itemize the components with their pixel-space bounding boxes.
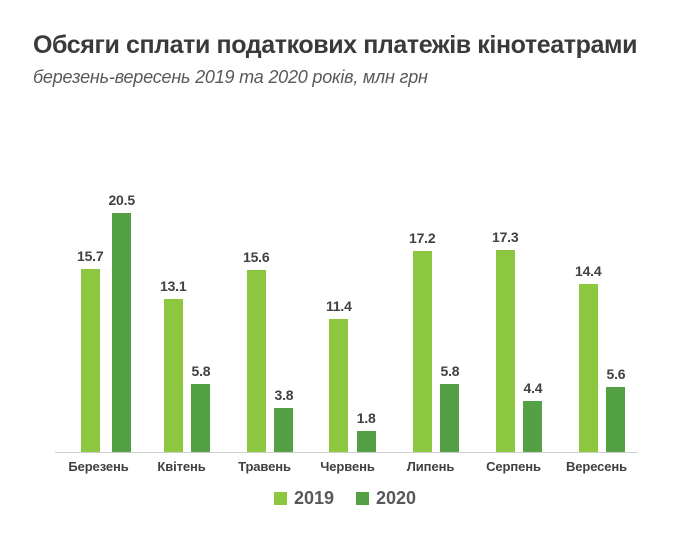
bar-column-s0-c2: 15.6 [243, 249, 270, 452]
bar-group-7: 14.4 5.6 [575, 263, 626, 452]
category-label-1: Березень [68, 459, 129, 474]
bar-s1-c1 [191, 384, 211, 452]
bar-column-s0-c5: 17.3 [492, 229, 519, 452]
bar-s1-c0 [112, 213, 132, 452]
bar-column-s1-c1: 5.8 [191, 363, 211, 452]
bar-s0-c3 [329, 319, 349, 452]
legend-swatch-2019 [273, 491, 287, 505]
category-label-5: Липень [406, 459, 455, 474]
value-label-s1-c3: 1.8 [356, 410, 376, 426]
bar-s0-c0 [80, 269, 100, 452]
value-label-s0-c4: 17.2 [409, 230, 436, 246]
value-label-s1-c5: 4.4 [523, 380, 543, 396]
value-label-s0-c1: 13.1 [160, 278, 187, 294]
bar-s0-c2 [246, 270, 266, 452]
bar-column-s1-c5: 4.4 [523, 380, 543, 452]
bar-s1-c4 [440, 384, 460, 452]
chart-subtitle: березень-вересень 2019 та 2020 років, мл… [33, 66, 428, 87]
value-label-s0-c0: 15.7 [77, 248, 104, 264]
bar-group-6: 17.3 4.4 [492, 229, 543, 452]
bar-column-s1-c6: 5.6 [606, 366, 626, 452]
value-label-s0-c2: 15.6 [243, 249, 270, 265]
bar-s1-c2 [274, 408, 294, 452]
value-label-s0-c5: 17.3 [492, 229, 519, 245]
category-label-2: Квітень [157, 459, 206, 474]
value-label-s1-c1: 5.8 [191, 363, 211, 379]
legend-item-2019: 2019 [273, 488, 334, 508]
category-label-6: Серпень [486, 459, 541, 474]
category-label-4: Червень [320, 459, 375, 474]
value-label-s0-c3: 11.4 [326, 298, 352, 314]
chart-header: Обсяги сплати податкових платежів кіноте… [33, 31, 637, 88]
category-label-3: Травень [238, 459, 291, 474]
value-label-s1-c4: 5.8 [440, 363, 460, 379]
bar-s1-c3 [356, 431, 376, 452]
bar-group-3: 15.6 3.8 [243, 249, 294, 452]
bar-column-s1-c3: 1.8 [356, 410, 376, 452]
bar-column-s0-c1: 13.1 [160, 278, 187, 452]
legend-label-2019: 2019 [293, 488, 334, 508]
legend-label-2020: 2020 [376, 488, 417, 508]
bar-s0-c6 [578, 284, 598, 452]
bar-s0-c4 [412, 251, 432, 452]
bar-s1-c6 [606, 387, 626, 452]
bar-group-2: 13.1 5.8 [160, 278, 211, 452]
bar-s0-c1 [163, 299, 183, 452]
bar-group-1: 15.7 20.5 [77, 193, 135, 452]
category-label-7: Вересень [565, 459, 628, 474]
bar-group-5: 17.2 5.8 [409, 230, 460, 452]
bar-column-s1-c4: 5.8 [440, 363, 460, 452]
legend-item-2020: 2020 [356, 489, 416, 507]
legend-swatch-2020 [356, 491, 369, 505]
x-axis-line [55, 452, 638, 453]
bar-column-s1-c0: 20.5 [108, 192, 135, 452]
bar-group-4: 11.4 1.8 [326, 299, 376, 452]
bar-column-s0-c3: 11.4 [326, 299, 352, 452]
legend: 2019 2020 [0, 489, 690, 507]
chart-title: Обсяги сплати податкових платежів кіноте… [33, 31, 638, 59]
bar-column-s0-c0: 15.7 [77, 248, 104, 452]
value-label-s1-c2: 3.8 [274, 387, 294, 403]
bar-column-s1-c2: 3.8 [274, 387, 294, 452]
bar-s1-c5 [523, 401, 543, 452]
value-label-s0-c6: 14.4 [575, 263, 602, 279]
bar-column-s0-c4: 17.2 [409, 230, 436, 452]
bar-s0-c5 [495, 250, 515, 452]
bar-column-s0-c6: 14.4 [575, 263, 602, 452]
value-label-s1-c0: 20.5 [108, 192, 135, 208]
value-label-s1-c6: 5.6 [606, 366, 626, 382]
